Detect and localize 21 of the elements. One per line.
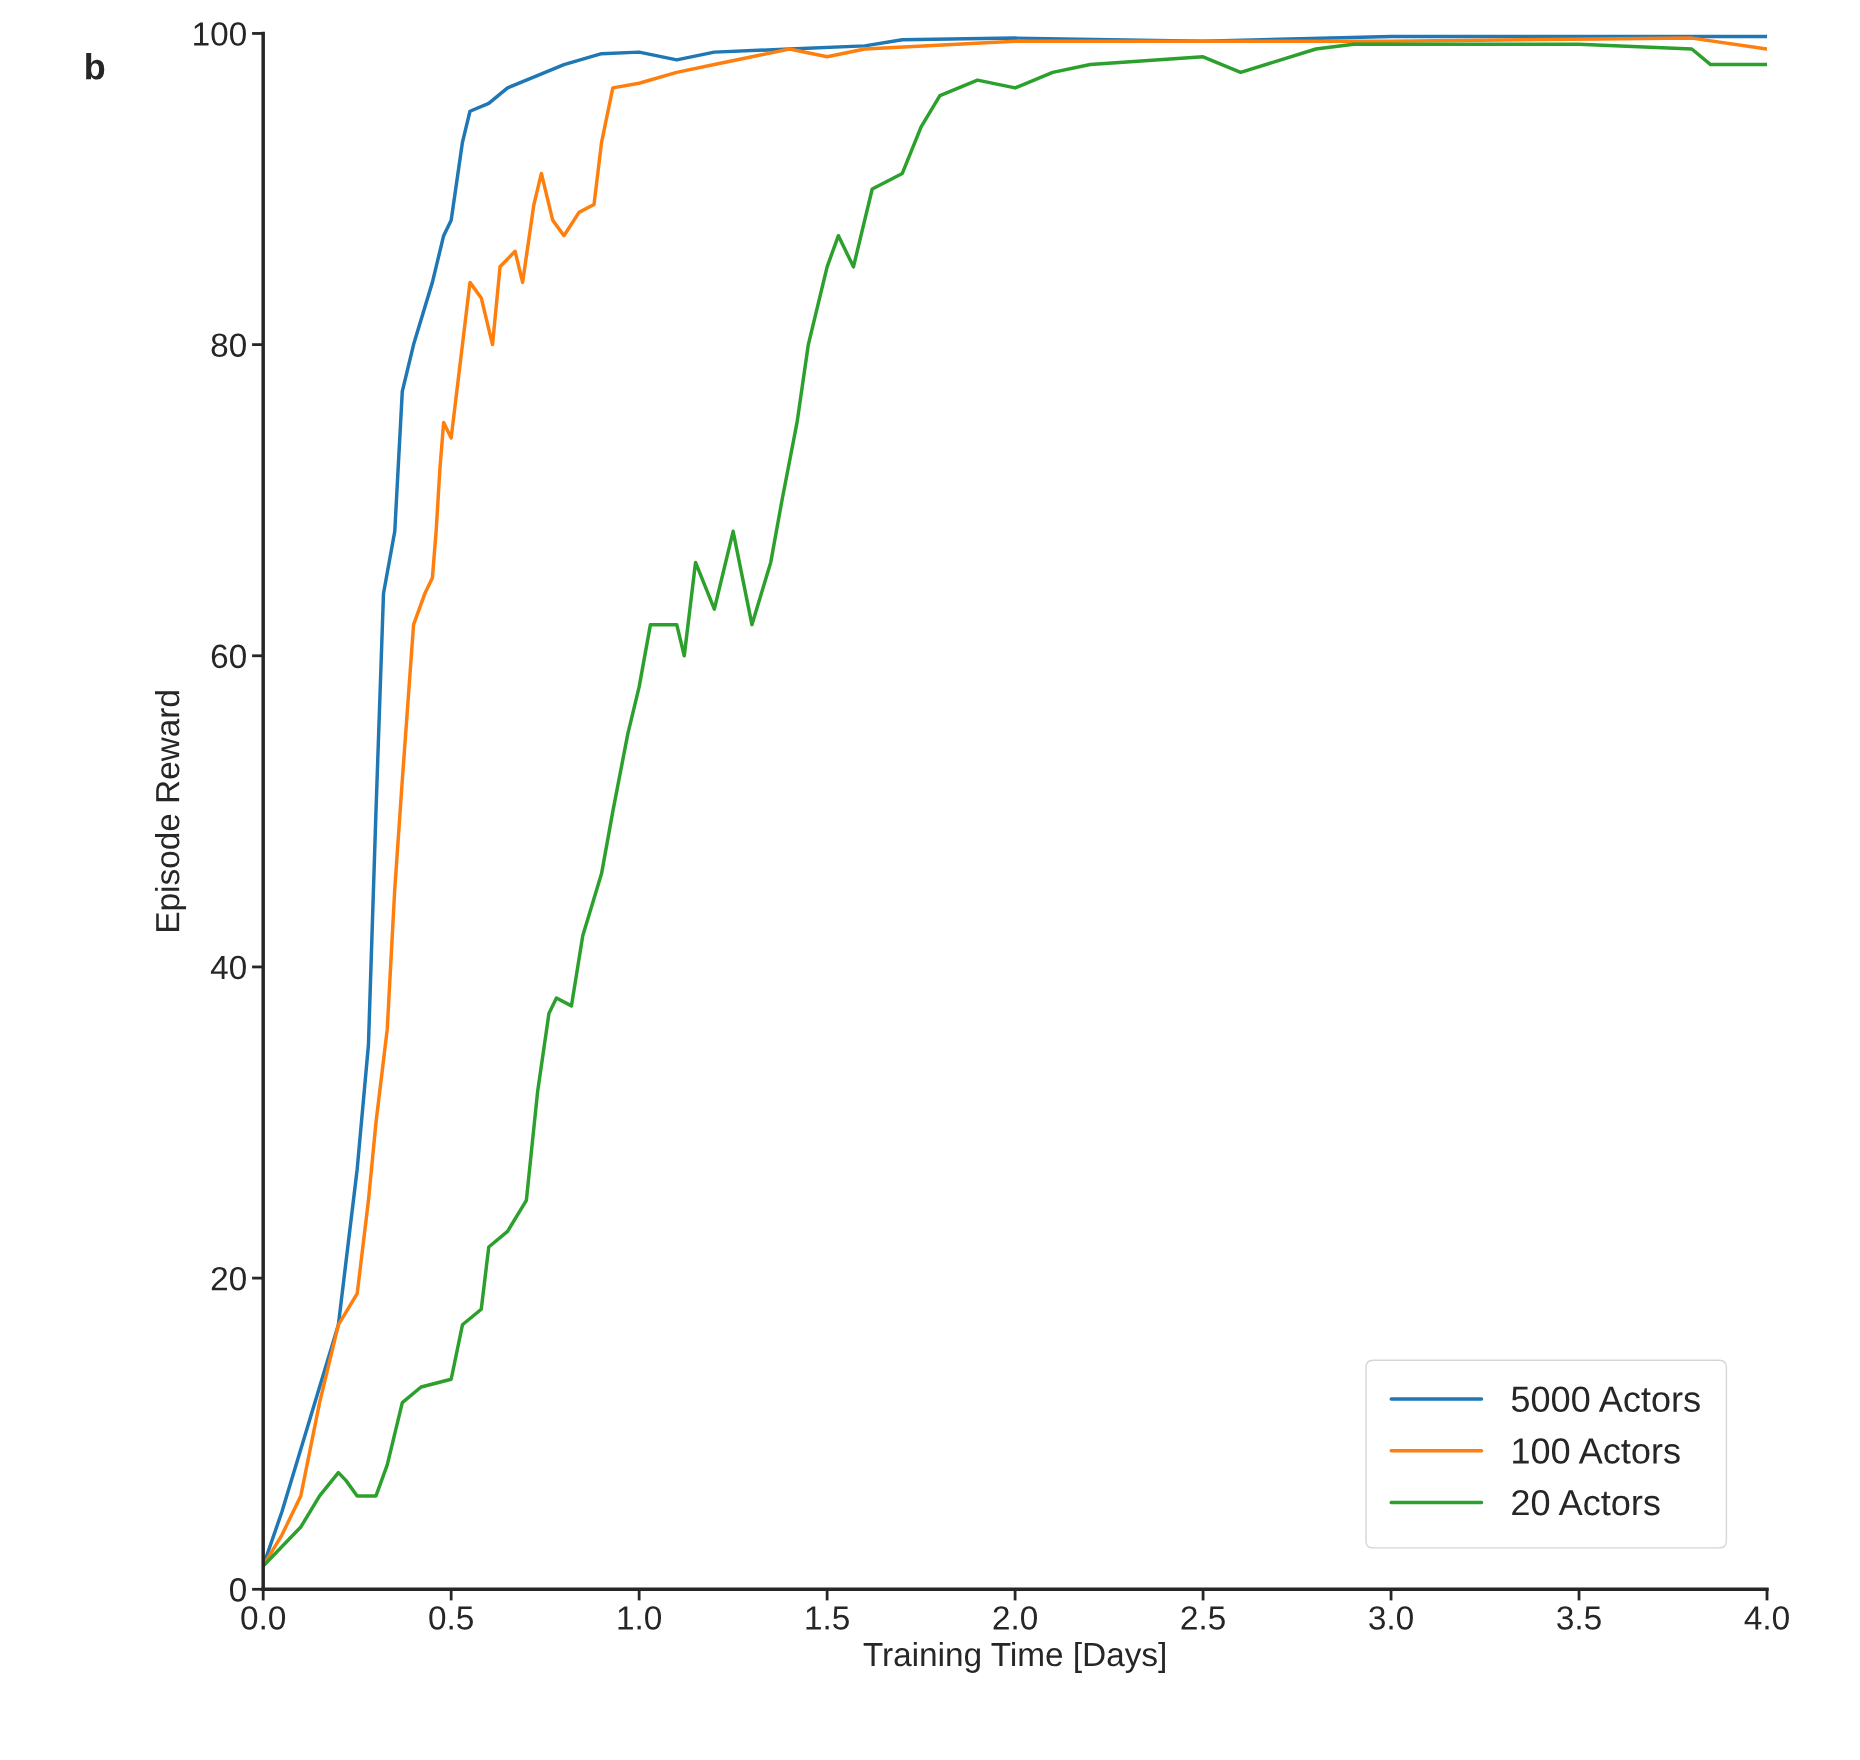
x-tick-label: 0.5 — [429, 1606, 473, 1630]
y-tick-label: 100 — [194, 22, 246, 46]
x-tick-label: 2.5 — [1181, 1606, 1225, 1630]
y-tick-label: 20 — [211, 1266, 246, 1291]
x-tick-label: 3.0 — [1369, 1606, 1413, 1630]
legend-label: 5000 Actors — [1511, 1386, 1700, 1413]
x-tick-label: 1.0 — [618, 1606, 662, 1630]
text: b — [86, 53, 105, 80]
y-tick-label: 40 — [210, 955, 246, 980]
y-tick-label: 0 — [229, 1578, 246, 1602]
x-tick-label: 1.5 — [806, 1606, 849, 1630]
x-tick-label: 0.0 — [241, 1606, 286, 1630]
x-tick-label: 3.5 — [1557, 1606, 1601, 1630]
legend-label: 20 Actors — [1512, 1489, 1660, 1516]
x-tick-label: 4.0 — [1744, 1606, 1789, 1630]
y-tick-label: 60 — [211, 644, 246, 669]
y-tick-label: 80 — [211, 333, 246, 358]
y-axis-title: Episode Reward — [154, 691, 187, 931]
x-tick-label: 2.0 — [993, 1606, 1037, 1630]
x-axis-title: Training Time [Days] — [863, 1641, 1165, 1673]
legend-label: 100 Actors — [1513, 1438, 1680, 1464]
